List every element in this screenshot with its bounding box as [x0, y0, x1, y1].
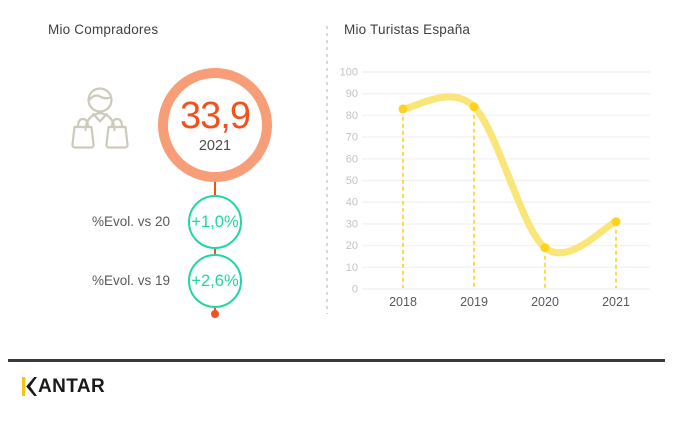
x-axis-tick-label: 2018 — [389, 295, 417, 309]
data-point-marker — [469, 102, 479, 112]
evolution-value-vs20: +1,0% — [191, 212, 239, 231]
kantar-k-icon — [22, 377, 37, 396]
bag-right-icon — [105, 117, 129, 149]
y-axis-tick-label: 70 — [346, 132, 358, 144]
right-panel-title: Mio Turistas España — [344, 22, 471, 37]
tourists-line-chart: 0 10 20 30 40 50 60 70 80 90 100 2018 2019 2020 2021 — [340, 67, 650, 309]
kantar-logo-text: ANTAR — [38, 376, 106, 397]
tourists-line-series — [399, 93, 620, 257]
kantar-logo: ANTAR — [22, 377, 105, 396]
y-axis-tick-label: 20 — [346, 240, 358, 252]
buyers-kpi-value: 33,9 — [180, 94, 251, 137]
y-axis-tick-label: 10 — [346, 262, 358, 274]
data-point-marker — [540, 243, 550, 253]
x-axis-tick-label: 2021 — [602, 295, 630, 309]
bag-left-icon — [71, 117, 95, 149]
y-axis-tick-label: 60 — [346, 153, 358, 165]
evolution-circle-vs20: +1,0% — [188, 195, 242, 249]
buyers-kpi-circle: 33,9 2021 — [158, 68, 272, 182]
y-axis-tick-label: 30 — [346, 218, 358, 230]
y-axis-tick-label: 80 — [346, 110, 358, 122]
x-axis-tick-label: 2019 — [460, 295, 488, 309]
y-axis-tick-label: 40 — [346, 197, 358, 209]
data-point-marker — [398, 104, 408, 114]
evolution-label-vs20: %Evol. vs 20 — [91, 214, 170, 229]
connector-end-dot — [211, 310, 219, 318]
shopper-with-bags-icon — [71, 87, 129, 149]
dashed-vertical-divider — [326, 26, 328, 314]
y-axis-tick-label: 50 — [346, 175, 358, 187]
connector-line-top — [214, 182, 216, 195]
evolution-circle-vs19: +2,6% — [188, 254, 242, 308]
footer-divider-rule — [8, 359, 665, 362]
evolution-label-vs19: %Evol. vs 19 — [91, 273, 170, 288]
data-point-marker — [611, 217, 621, 227]
left-panel-title: Mio Compradores — [48, 22, 159, 37]
y-axis-tick-label: 100 — [340, 67, 358, 79]
x-axis-tick-label: 2020 — [531, 295, 559, 309]
connector-line-middle — [214, 249, 216, 254]
y-axis-tick-label: 90 — [346, 88, 358, 100]
evolution-value-vs19: +2,6% — [191, 271, 239, 290]
y-axis-tick-label: 0 — [352, 284, 358, 296]
buyers-kpi-year: 2021 — [198, 137, 232, 154]
